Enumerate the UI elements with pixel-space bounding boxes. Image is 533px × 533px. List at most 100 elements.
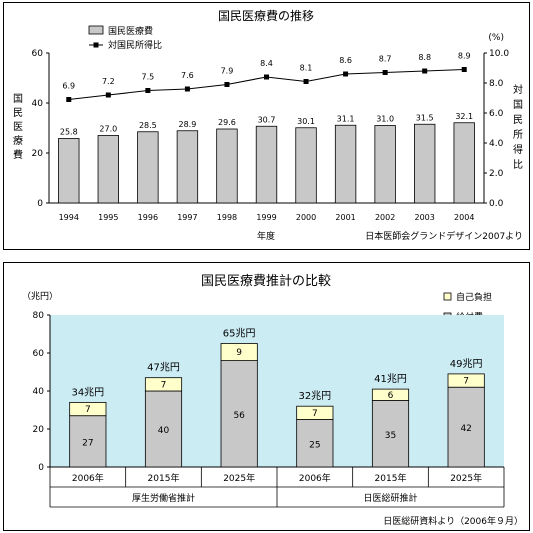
right-tick-label: 6.0 <box>489 109 504 119</box>
ratio-point <box>264 74 269 80</box>
chart-title: 国民医療費推計の比較 <box>201 273 331 289</box>
right-axis-title-char: 対 <box>513 83 523 96</box>
left-tick-label: 20 <box>32 149 44 159</box>
x-tick-label: 1996 <box>138 213 158 222</box>
x-tick-label: 2015年 <box>375 472 407 484</box>
self-pay-value-label: 7 <box>85 405 91 415</box>
x-tick-label: 1995 <box>98 213 118 222</box>
total-label: 47兆円 <box>147 362 180 374</box>
x-axis-title: 年度 <box>257 230 275 242</box>
benefits-value-label: 35 <box>385 431 396 441</box>
bar-value-label: 31.0 <box>376 115 394 124</box>
expenditure-bar <box>413 123 436 204</box>
y-tick-label: 20 <box>33 425 45 435</box>
benefits-segment <box>447 386 485 468</box>
chart-title: 国民医療費の推移 <box>218 8 314 23</box>
x-tick-label: 2006年 <box>72 472 104 484</box>
ratio-value-label: 7.9 <box>221 67 234 76</box>
source-note: 日医総研資料より（2006年９月） <box>383 515 523 527</box>
trend-chart-svg: 国民医療費の推移 国民医療費 対国民所得比 (%) 国民医療費 対国民所得比 0… <box>13 8 523 242</box>
ratio-point <box>105 92 111 98</box>
x-tick-label: 2025年 <box>223 472 255 484</box>
expenditure-estimate-comparison-chart: 国民医療費推計の比較 （兆円） 自己負担 給付費 02040608027734兆… <box>3 262 530 531</box>
self-pay-value-label: 7 <box>463 377 469 387</box>
ratio-value-label: 7.5 <box>141 73 154 82</box>
left-axis-title: 国民医療費 <box>13 93 23 161</box>
right-tick-label: 0.0 <box>489 199 504 209</box>
right-tick-label: 8.0 <box>489 79 504 89</box>
estimate-plot-area: 0 20 40 60 80 27 7 34兆円 40 7 47兆円 56 9 65兆円 25 7 32兆円 35 6… <box>33 311 505 508</box>
right-axis-unit: (%) <box>488 33 504 43</box>
x-tick-label: 2001 <box>335 213 355 222</box>
ratio-value-label: 8.9 <box>458 52 471 61</box>
ratio-value-label: 8.1 <box>300 64 313 73</box>
ratio-point <box>184 86 190 92</box>
right-tick-label: 10.0 <box>489 49 509 59</box>
self-pay-value-label: 6 <box>388 391 394 401</box>
bar-value-label: 30.1 <box>297 117 315 126</box>
bar-value-label: 29.6 <box>218 118 236 127</box>
right-tick-label: 4.0 <box>489 139 504 149</box>
benefits-segment <box>144 390 183 468</box>
y-tick-label: 80 <box>33 311 45 321</box>
legend-swatch-bar <box>88 25 104 35</box>
estimate-chart-svg: 国民医療費推計の比較 （兆円） 自己負担 給付費 02040608027734兆… <box>22 273 523 527</box>
ratio-point <box>145 88 151 93</box>
self-pay-segment <box>144 377 183 392</box>
legend-label-line: 対国民所得比 <box>108 39 162 51</box>
y-tick-label: 40 <box>33 387 45 397</box>
bar-value-label: 30.7 <box>258 115 276 124</box>
group-label: 日医総研推計 <box>363 492 417 504</box>
ratio-value-label: 8.6 <box>339 56 352 65</box>
x-tick-label: 1994 <box>59 213 79 222</box>
bar-value-label: 27.0 <box>99 125 117 134</box>
ratio-value-label: 6.9 <box>62 82 75 91</box>
bar-value-label: 28.9 <box>179 120 197 129</box>
legend-label-bar: 国民医療費 <box>108 25 153 37</box>
benefits-segment <box>69 415 107 468</box>
expenditure-bar <box>216 128 238 204</box>
ratio-value-label: 8.4 <box>260 59 273 68</box>
expenditure-bar <box>176 130 199 204</box>
bar-value-label: 25.8 <box>60 128 78 137</box>
ratio-value-label: 7.2 <box>102 77 115 86</box>
bar-value-label: 31.5 <box>416 113 434 122</box>
expenditure-bar <box>58 138 80 204</box>
x-tick-label: 1999 <box>256 213 276 222</box>
total-label: 49兆円 <box>450 358 483 370</box>
ratio-point <box>303 79 309 84</box>
trend-plot-area: 0 20 40 60 0.0 2.0 4.0 6.0 8.0 10.0 25.8 1994 27.0 19… <box>32 49 510 222</box>
total-label: 32兆円 <box>298 390 331 402</box>
right-axis-title: 対国民所得比 <box>513 83 523 171</box>
legend-marker-line <box>93 42 99 48</box>
ratio-point <box>461 67 467 72</box>
ratio-point <box>343 71 349 77</box>
ratio-value-label: 8.7 <box>379 55 392 64</box>
expenditure-bar <box>374 125 396 204</box>
benefits-segment <box>371 400 410 468</box>
benefits-value-label: 25 <box>309 440 320 450</box>
ratio-point <box>224 82 230 87</box>
x-tick-label: 2004 <box>454 213 474 222</box>
right-axis-title-char: 所 <box>513 129 523 141</box>
benefits-segment <box>296 419 334 468</box>
left-axis-title-char: 療 <box>13 134 23 147</box>
self-pay-segment <box>447 373 485 388</box>
self-pay-segment <box>296 405 334 420</box>
legend-label-self-pay: 自己負担 <box>456 291 492 303</box>
total-label: 41兆円 <box>374 373 407 385</box>
right-axis-title-char: 得 <box>513 144 523 156</box>
ratio-point <box>66 97 72 102</box>
benefits-value-label: 40 <box>158 426 170 436</box>
left-axis-title-char: 国 <box>13 93 23 105</box>
x-tick-label: 2000 <box>296 213 316 222</box>
ratio-line <box>68 68 465 101</box>
legend-swatch-self-pay <box>443 292 452 301</box>
expenditure-bar <box>334 124 357 204</box>
y-axis-unit: （兆円） <box>22 291 58 302</box>
expenditure-bar <box>295 127 317 204</box>
expenditure-bar <box>137 131 159 204</box>
benefits-value-label: 56 <box>233 411 245 421</box>
left-tick-label: 60 <box>32 49 44 59</box>
self-pay-value-label: 9 <box>236 348 242 358</box>
